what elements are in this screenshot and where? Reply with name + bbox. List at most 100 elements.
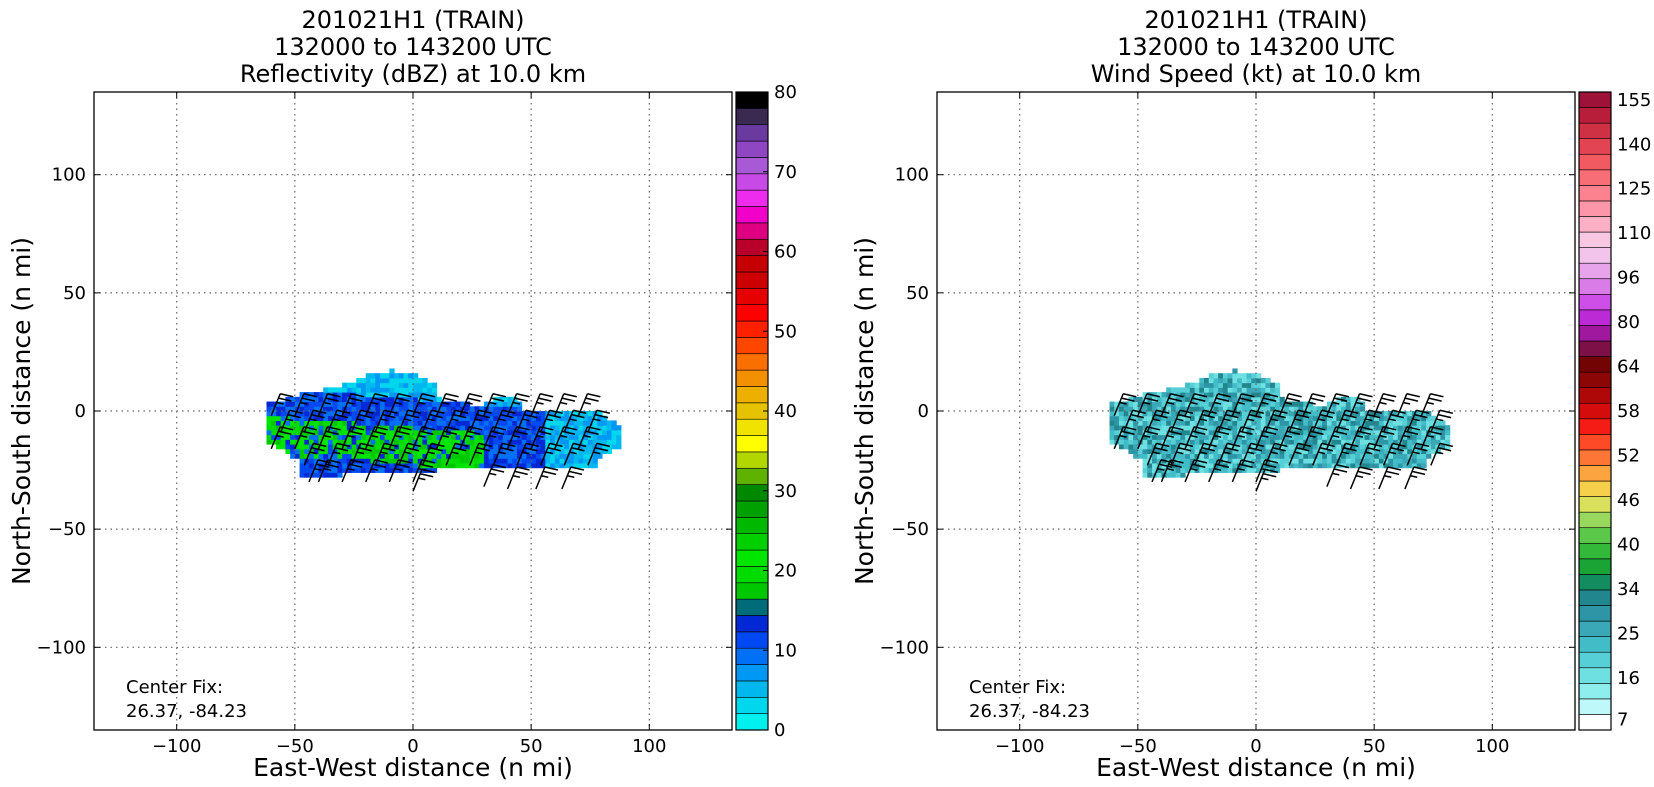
wind-barb-flag [1261, 477, 1269, 481]
data-cell [1161, 425, 1167, 431]
data-cell [427, 434, 433, 440]
data-cell [1265, 387, 1271, 393]
data-cell [1213, 392, 1219, 398]
wind-barb-staff [1335, 409, 1347, 433]
data-cell [436, 462, 442, 469]
data-cell [464, 420, 471, 426]
wind-barb-flag [443, 397, 457, 402]
data-cell [1109, 415, 1115, 421]
data-cell [379, 453, 386, 459]
y-tick-label: 0 [918, 401, 929, 422]
data-cell [1118, 434, 1125, 440]
data-cell [1109, 429, 1115, 436]
data-cell [554, 415, 561, 421]
data-cell [1180, 406, 1186, 412]
colorbar-segment [735, 238, 769, 256]
data-cell [1213, 458, 1219, 464]
colorbar-segment [1578, 527, 1612, 544]
data-cell [1378, 434, 1385, 440]
data-cell [1227, 448, 1233, 455]
data-cell [427, 467, 433, 473]
data-cell [285, 448, 291, 455]
data-cell [379, 401, 386, 407]
data-cell [280, 420, 286, 426]
data-cell [1445, 439, 1451, 445]
data-cell [1421, 444, 1427, 450]
wind-barb-staff [561, 466, 572, 490]
data-cell [1307, 453, 1314, 459]
colorbar-segment [1578, 667, 1612, 684]
data-cell [1293, 448, 1300, 455]
data-cell [427, 406, 433, 412]
wind-barb-staff [388, 393, 400, 417]
data-cell [309, 420, 315, 426]
data-cell [389, 444, 395, 450]
data-cell [375, 420, 381, 426]
data-cell [1326, 401, 1333, 407]
data-cell [1331, 453, 1337, 459]
data-cell [332, 425, 338, 431]
data-cell [408, 396, 414, 403]
data-cell [394, 425, 400, 431]
data-cell [1204, 382, 1210, 388]
data-cell [488, 458, 494, 464]
data-cell [583, 448, 589, 455]
data-cell [1284, 439, 1290, 445]
data-cell [403, 439, 409, 445]
data-cell [1128, 434, 1134, 440]
data-cell [1199, 392, 1205, 398]
wind-barb-flag [1239, 397, 1253, 402]
data-cell [540, 420, 546, 426]
data-cell [1326, 448, 1333, 455]
data-cell [455, 411, 461, 417]
data-cell [1355, 406, 1361, 412]
data-cell [332, 467, 338, 473]
data-cell [1156, 411, 1162, 417]
wind-barb-flag [1166, 467, 1175, 471]
wind-barb-flag [1333, 468, 1348, 473]
data-cell [1260, 434, 1266, 440]
data-cell [1241, 444, 1248, 450]
data-cell [1227, 387, 1233, 393]
wind-barb-flag [1388, 451, 1397, 455]
data-cell [346, 401, 353, 407]
data-cell [408, 401, 414, 407]
data-cell [1175, 392, 1181, 398]
wind-barb-staff [317, 459, 329, 483]
data-cell [398, 448, 405, 455]
data-cell [403, 467, 409, 473]
data-cell [394, 415, 400, 421]
data-cell [1393, 448, 1399, 455]
data-cell [1227, 411, 1233, 417]
data-cell [427, 392, 433, 398]
data-cell [1241, 377, 1248, 384]
data-cell [1204, 434, 1210, 440]
data-cell [1222, 458, 1229, 464]
data-cell [403, 462, 409, 469]
data-cell [379, 458, 386, 464]
data-cell [1336, 439, 1342, 445]
data-cell [1374, 462, 1380, 469]
data-cell [1185, 453, 1191, 459]
data-cell [346, 406, 353, 412]
data-cell [1156, 448, 1162, 455]
data-cell [271, 420, 277, 426]
wind-barb-flag [1341, 418, 1349, 422]
data-cell [389, 434, 395, 440]
wind-barb-flag [1154, 447, 1168, 452]
data-cell [1289, 411, 1295, 417]
data-cell [479, 415, 485, 421]
wind-barb-staff [459, 426, 470, 450]
data-cell [1227, 444, 1233, 450]
data-cell [516, 453, 523, 459]
data-cell [1312, 462, 1318, 469]
data-cell [455, 462, 461, 469]
wind-barb-staff [1137, 393, 1148, 417]
wind-barb-flag [596, 442, 611, 448]
data-cell [413, 467, 419, 473]
data-cell [370, 425, 376, 431]
data-cell [351, 439, 357, 445]
wind-barb-flag [280, 392, 294, 398]
data-cell [384, 434, 390, 440]
wind-barb-staff [388, 426, 400, 450]
